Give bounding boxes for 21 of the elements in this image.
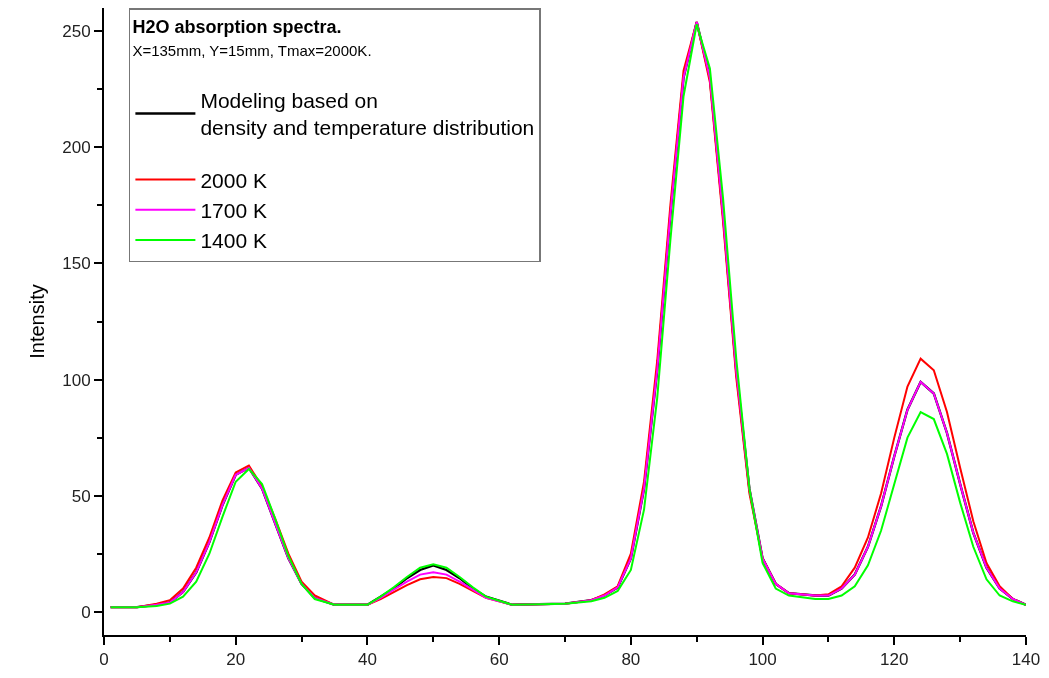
legend-label: 2000 K xyxy=(200,168,267,192)
x-tick-label: 80 xyxy=(621,650,641,670)
legend-label: 1400 K xyxy=(200,229,267,253)
y-tick-label: 100 xyxy=(62,370,91,390)
y-tick-label: 250 xyxy=(62,22,91,42)
x-tick-label: 140 xyxy=(1011,650,1041,670)
x-tick-label: 0 xyxy=(99,650,109,670)
x-tick-label: 40 xyxy=(357,650,377,670)
x-tick-label: 60 xyxy=(489,650,509,670)
y-axis-title: Intensity xyxy=(26,284,49,359)
legend-label: 1700 K xyxy=(200,198,267,222)
x-tick-label: 100 xyxy=(748,650,777,670)
x-tick-label: 20 xyxy=(226,650,246,670)
y-tick-label: 200 xyxy=(62,138,91,158)
x-tick-label: 120 xyxy=(880,650,909,670)
y-tick-label: 50 xyxy=(71,486,91,506)
text: H2O absorption spectra. xyxy=(132,16,342,37)
y-tick-label: 150 xyxy=(62,254,91,274)
legend-label: Modeling based on density and temperature distribution xyxy=(200,89,535,140)
text: X=135mm, Y=15mm, Tmax=2000K. xyxy=(132,42,372,60)
y-tick-label: 0 xyxy=(81,602,91,622)
